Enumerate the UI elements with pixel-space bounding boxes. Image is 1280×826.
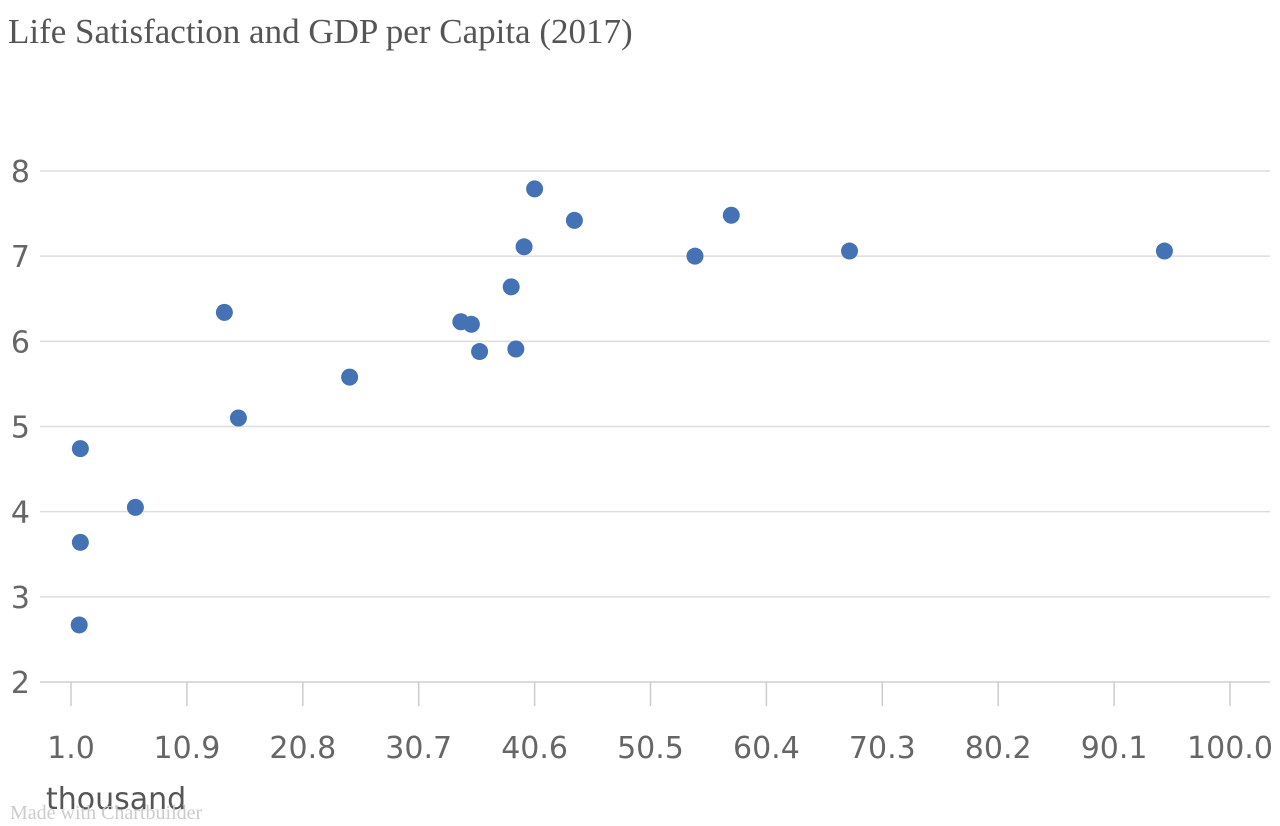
y-tick-label: 5	[11, 411, 30, 446]
y-tick-label: 3	[11, 581, 30, 616]
y-axis-labels: 2 3 4 5 6 7 8	[11, 155, 30, 701]
grid-lines	[40, 170, 1270, 683]
data-point	[515, 238, 533, 256]
x-tick-label: 30.7	[385, 731, 452, 766]
x-tick-label: 70.3	[849, 731, 916, 766]
data-point	[686, 247, 704, 265]
x-tick-label: 90.1	[1081, 731, 1148, 766]
data-point	[471, 343, 489, 361]
x-axis-unit-label: thousand	[46, 782, 186, 817]
data-point	[70, 616, 88, 634]
data-point	[507, 340, 525, 358]
y-tick-label: 6	[11, 325, 30, 360]
x-tick-label: 50.5	[617, 731, 684, 766]
x-tick-label: 100.0	[1187, 731, 1273, 766]
data-point	[71, 440, 89, 458]
x-tick-label: 60.4	[733, 731, 800, 766]
data-point	[229, 409, 247, 427]
y-tick-label: 2	[11, 666, 30, 701]
y-tick-label: 7	[11, 240, 30, 275]
data-point	[722, 206, 740, 224]
y-tick-label: 8	[11, 155, 30, 190]
data-point	[126, 498, 144, 516]
data-point	[565, 211, 583, 229]
x-tick-label: 1.0	[47, 731, 95, 766]
credit-label: Made with Chartbuilder	[10, 802, 203, 824]
data-point	[71, 533, 89, 551]
data-points	[70, 180, 1173, 634]
data-point	[215, 303, 233, 321]
chart-title: Life Satisfaction and GDP per Capita (20…	[8, 12, 633, 51]
x-tick-label: 10.9	[154, 731, 221, 766]
x-tick-label: 20.8	[269, 731, 336, 766]
x-axis-labels: 1.0 10.9 20.8 30.7 40.6 50.5 60.4 70.3 80.2 90.1 1…	[47, 731, 1273, 766]
data-point	[1155, 242, 1173, 260]
data-point	[526, 180, 544, 198]
x-axis-ticks	[70, 682, 1231, 706]
data-point	[841, 242, 859, 260]
x-tick-label: 80.2	[965, 731, 1032, 766]
data-point	[502, 278, 520, 296]
y-tick-label: 4	[11, 496, 30, 531]
data-point	[341, 368, 359, 386]
data-point	[462, 315, 480, 333]
x-tick-label: 40.6	[501, 731, 568, 766]
